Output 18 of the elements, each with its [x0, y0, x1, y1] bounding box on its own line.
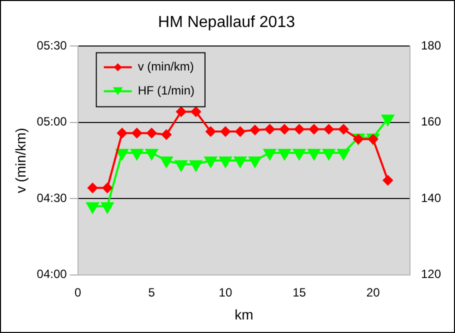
y2-tick-label: 160 [420, 114, 442, 129]
chart-title: HM Nepallauf 2013 [158, 14, 296, 32]
x-tick-label: 15 [292, 285, 306, 300]
y-tick-label: 05:00 [36, 114, 68, 129]
y2-tick-label: 120 [420, 267, 442, 282]
x-tick-label: 0 [74, 285, 82, 300]
y-tick-label: 04:00 [36, 267, 68, 282]
x-axis-title: km [234, 306, 254, 322]
y-axis-title: v (min/km) [12, 128, 28, 194]
y-tick-label: 04:30 [36, 190, 68, 205]
legend-label: v (min/km) [138, 60, 194, 74]
legend-label: HF (1/min) [138, 84, 194, 98]
y2-tick-label: 180 [420, 38, 442, 53]
y2-tick-label: 140 [420, 190, 442, 205]
x-tick-label: 10 [218, 285, 232, 300]
y-tick-label: 05:30 [36, 38, 68, 53]
x-tick-label: 20 [366, 285, 380, 300]
x-tick-label: 5 [148, 285, 156, 300]
